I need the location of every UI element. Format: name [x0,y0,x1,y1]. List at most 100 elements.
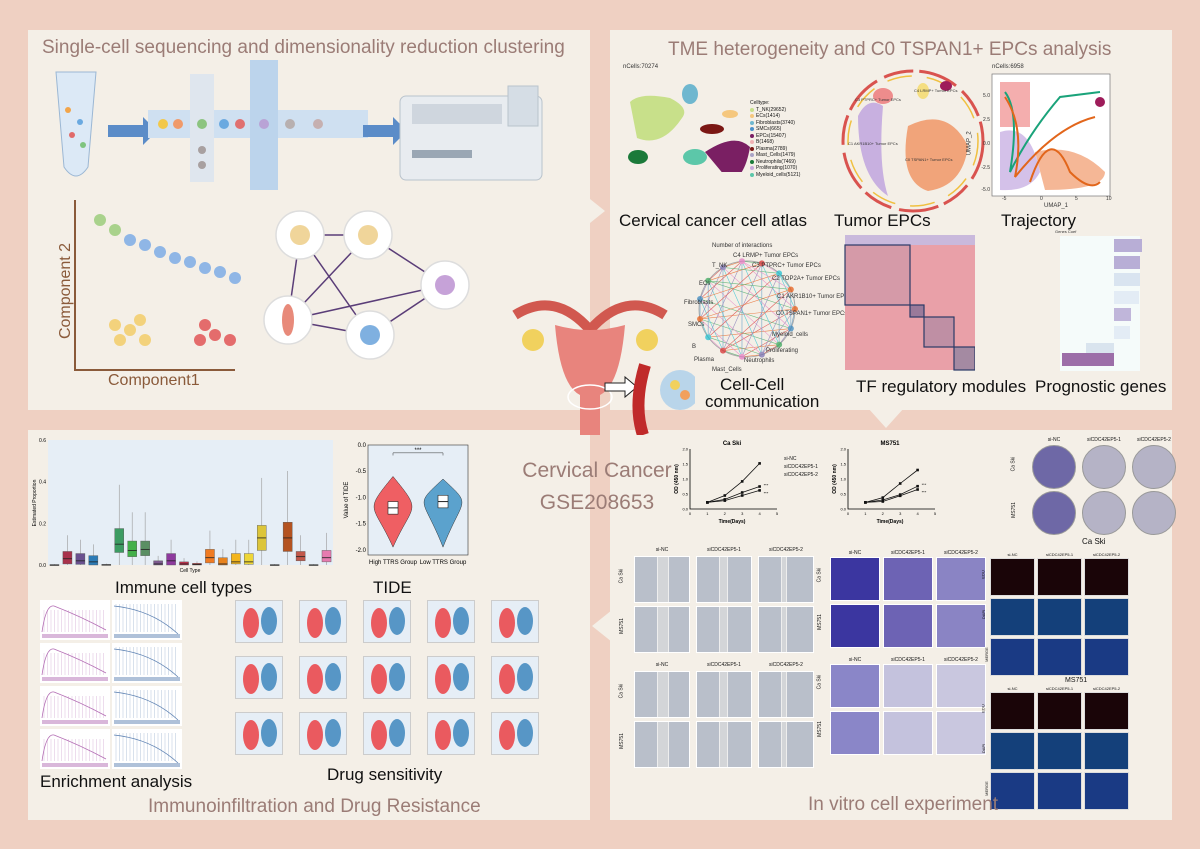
legend-label: Myeloid_cells(5121) [756,171,801,178]
legend-swatch [750,153,754,158]
legend-item: SMCs(665) [750,126,800,133]
transwell-image [936,664,986,708]
edu-image [990,638,1035,676]
transwell-image [830,711,880,755]
row-label: Ca Ski [618,568,625,584]
transwell-image [883,664,933,708]
column-label: siCDC42EP5-1 [891,657,925,663]
group-label: High TTRS Group [369,560,418,566]
wound-image [696,606,752,653]
violin-low [453,719,469,747]
interaction-edge [699,298,763,355]
box [179,561,189,566]
component1-axis-label: Component1 [108,372,200,389]
box [153,560,163,566]
box [62,551,73,565]
edu-image [1084,732,1129,770]
significance-label: *** [764,483,769,488]
y-tick-label: 0.4 [39,480,46,486]
x-tick-label: 4 [758,511,761,516]
cell-type-node [719,264,726,271]
cell-type-node [705,334,712,341]
x-tick-label: 0 [689,511,692,516]
sequencer-icon [399,85,543,181]
gsea-plot [112,729,182,769]
y-tick-label: 0.0 [682,507,688,512]
x-tick-label: 1 [864,511,867,516]
interaction-edge [699,261,743,300]
colony-plate [1032,491,1076,535]
violin-low [261,663,277,691]
edu-image [990,558,1035,596]
transwell-image [883,604,933,648]
cell-communication-network [697,258,798,360]
caption-cell-cell: Cell-Cell [720,375,785,394]
interaction-edge [708,280,796,310]
gsea-plot [112,686,182,726]
violin-low [389,663,405,691]
transwell-image [830,604,880,648]
legend-swatch [750,166,754,171]
edu-image [990,772,1035,810]
colony-plate [1132,491,1176,535]
disease-name: Cervical Cancer [522,459,672,482]
edu-image [1037,558,1082,596]
network-node-c4: C4 LRMP+ Tumor EPCs [733,253,799,259]
violin-high [499,664,515,694]
column-label: siCDC42EP5-1 [707,547,741,553]
wound-healing-images: si-NC siCDC42EP5-1 siCDC42EP5-2 Ca Ski MS751… [612,547,822,777]
legend-item: siCDC42EP5-2 [784,472,818,478]
y-tick-label: 1.0 [840,477,846,482]
column-label: siCDC42EP5-2 [769,662,803,668]
network-node-c3: C3 PTPRC+ Tumor EPCs [752,263,821,269]
violin-low [261,607,277,635]
interaction-edge [778,273,796,310]
wound-gap [656,722,669,767]
enrichment-curve [41,648,107,676]
y-tick-label: 0.6 [39,438,46,444]
violin-low [517,607,533,635]
y-tick-label: -1.5 [356,522,367,528]
wound-image [634,556,690,603]
cluster-scatter [74,200,241,371]
legend-label: Neutrophils(7469) [756,158,796,165]
cell-type-node [720,347,727,354]
data-point [916,484,919,488]
interaction-edge [707,280,780,345]
legend-item: EPCs(15407) [750,133,800,140]
prognostic-title: Genes Coef [1055,229,1077,234]
wound-image [634,606,690,653]
rank-bar [114,763,180,767]
colony-caption: Ca Ski [1082,537,1106,546]
legend-label: T_NK(29652) [756,106,787,113]
interaction-edge [778,328,792,345]
legend-label: ECs(1414) [756,113,780,119]
x-tick-label: 3 [741,511,744,516]
significance-label: *** [414,448,422,454]
legend-item: Mast_Cells(1479) [750,152,800,159]
drug-violin-plot [427,600,475,643]
column-label: siCDC42EP5-2 [769,547,803,553]
trajectory-ytick: 2.5 [983,117,990,123]
interaction-edge [707,336,724,351]
row-label: MS751 [618,733,625,749]
wound-gap [656,607,669,652]
box [114,528,124,553]
sequencing-workflow [55,60,543,190]
transwell-image [936,557,986,601]
x-tick-label: 3 [899,511,902,516]
enrichment-curve [113,734,179,764]
row-label: DAPI [981,609,987,620]
box [140,540,150,556]
prognostic-genes-barplot [1060,236,1142,371]
panel-title: Single-cell sequencing and dimensionalit… [42,37,565,58]
row-label: MS751 [1010,502,1017,518]
interaction-edge [722,267,763,355]
data-point [881,496,885,499]
interaction-edge [741,261,780,345]
wound-gap [656,557,669,602]
edu-image [1084,692,1129,730]
network-node-c2: C2 TOP2A+ Tumor EPCs [772,276,840,282]
legend-item: Proliferating(1070) [750,165,800,172]
rank-bar [42,763,108,767]
